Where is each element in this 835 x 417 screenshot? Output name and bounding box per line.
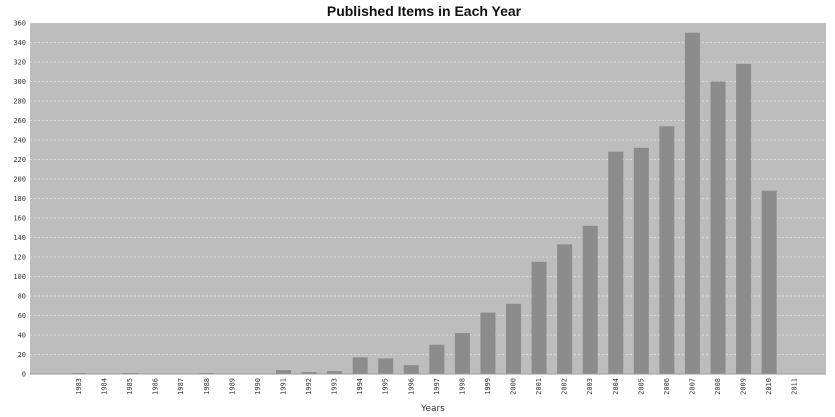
- x-tick-label: 2008: [714, 378, 722, 395]
- x-tick-label: 2010: [765, 378, 773, 395]
- x-tick-label: 1999: [484, 378, 492, 395]
- x-tick-label: 1995: [382, 378, 390, 395]
- bar-1991: [275, 370, 291, 374]
- bar-1995: [378, 358, 394, 374]
- bar-2008: [710, 81, 726, 374]
- bar-2002: [557, 244, 573, 374]
- y-tick-label: 80: [18, 293, 26, 301]
- bar-2001: [531, 261, 547, 374]
- y-axis: 0 20 40 60 80 100 120 140 160 180 200 220 240 260 280 3…: [13, 20, 26, 379]
- bar-2007: [684, 32, 700, 374]
- y-tick-label: 20: [18, 351, 26, 359]
- y-tick-label: 0: [22, 371, 26, 379]
- x-tick-label: 1992: [305, 378, 313, 395]
- bar-1994: [352, 357, 368, 374]
- x-tick-label: 1993: [331, 378, 339, 395]
- x-tick-label: 1984: [101, 378, 109, 395]
- y-tick-label: 320: [13, 59, 26, 67]
- x-tick-label: 2011: [791, 378, 799, 395]
- x-tick-label: 2001: [535, 378, 543, 395]
- y-tick-label: 300: [13, 78, 26, 86]
- x-tick-label: 1994: [356, 378, 364, 395]
- x-tick-label: 1983: [75, 378, 83, 395]
- x-tick-label: 2009: [740, 378, 748, 395]
- x-tick-label: 1985: [126, 378, 134, 395]
- y-tick-label: 340: [13, 39, 26, 47]
- y-tick-label: 200: [13, 176, 26, 184]
- bar-2010: [761, 190, 777, 374]
- y-tick-label: 40: [18, 332, 26, 340]
- y-tick-label: 240: [13, 137, 26, 145]
- x-tick-label: 1986: [152, 378, 160, 395]
- y-tick-label: 160: [13, 215, 26, 223]
- x-tick-label: 2005: [637, 378, 645, 395]
- bar-2006: [659, 126, 675, 374]
- bar-2005: [633, 147, 649, 374]
- x-tick-label: 1989: [228, 378, 236, 395]
- x-axis: 1983 1984 1985 1986 1987 1988 1989 1990 1991 1992…: [30, 373, 826, 395]
- x-tick-label: 1997: [433, 378, 441, 395]
- x-axis-label: Years: [420, 404, 445, 414]
- bar-1992: [301, 372, 317, 374]
- bars: [71, 32, 777, 374]
- x-tick-label: 1987: [177, 378, 185, 395]
- bar-1997: [429, 344, 445, 374]
- x-tick-label: 1990: [254, 378, 262, 395]
- x-tick-label: 2004: [612, 378, 620, 395]
- x-tick-label: 2007: [688, 378, 696, 395]
- bar-2009: [736, 63, 752, 374]
- y-tick-label: 120: [13, 254, 26, 262]
- y-tick-label: 260: [13, 117, 26, 125]
- x-tick-label: 2006: [663, 378, 671, 395]
- x-tick-label: 1996: [407, 378, 415, 395]
- x-tick-label: 1988: [203, 378, 211, 395]
- x-tick-label: 2000: [510, 378, 518, 395]
- chart-title: Published Items in Each Year: [327, 3, 522, 19]
- y-tick-label: 220: [13, 156, 26, 164]
- bar-2003: [582, 225, 598, 374]
- bar-1996: [403, 365, 419, 374]
- y-tick-label: 140: [13, 234, 26, 242]
- y-tick-label: 280: [13, 98, 26, 106]
- bar-1999: [480, 312, 496, 374]
- y-tick-label: 100: [13, 273, 26, 281]
- x-tick-label: 1998: [458, 378, 466, 395]
- bar-1993: [327, 371, 343, 374]
- bar-2000: [506, 303, 522, 374]
- x-tick-label: 2003: [586, 378, 594, 395]
- x-tick-label: 2002: [561, 378, 569, 395]
- gridlines: [30, 22, 826, 355]
- bar-1998: [454, 333, 470, 374]
- y-tick-label: 60: [18, 312, 26, 320]
- y-tick-label: 180: [13, 195, 26, 203]
- bar-2004: [608, 151, 624, 374]
- x-tick-label: 1991: [279, 378, 287, 395]
- y-tick-label: 360: [13, 20, 26, 28]
